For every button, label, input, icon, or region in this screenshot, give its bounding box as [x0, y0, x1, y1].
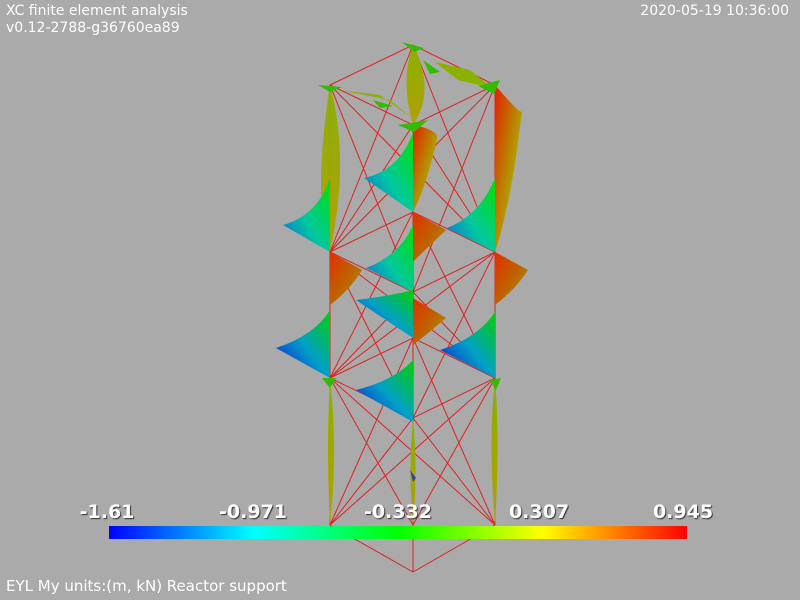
colorbar-tick-label: 0.307 — [508, 501, 570, 523]
colorbar-gradient — [109, 526, 687, 539]
footer-caption: EYL My units:(m, kN) Reactor support — [6, 577, 287, 595]
result-diagram — [276, 42, 528, 525]
colorbar-tick-label: -0.971 — [219, 501, 287, 523]
colorbar-tick-label: 0.945 — [652, 501, 714, 523]
colorbar-tick-label: -1.61 — [79, 501, 135, 523]
app-title: XC finite element analysis — [6, 3, 188, 19]
version-label: v0.12-2788-g36760ea89 — [6, 20, 180, 36]
timestamp: 2020-05-19 10:36:00 — [640, 3, 789, 19]
colorbar-tick-label: -0.332 — [364, 501, 432, 523]
